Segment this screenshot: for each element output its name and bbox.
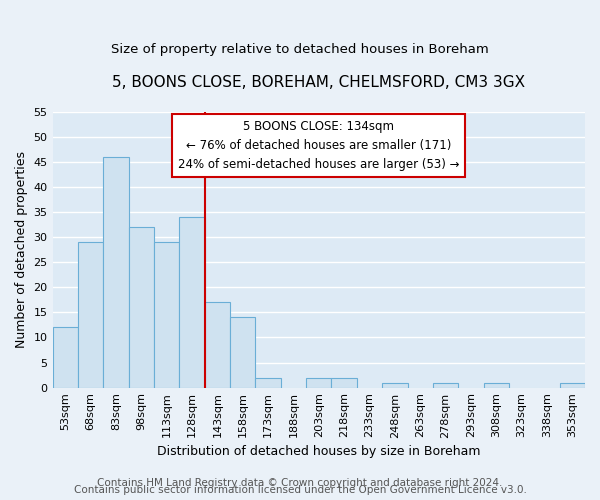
Text: 5 BOONS CLOSE: 134sqm
← 76% of detached houses are smaller (171)
24% of semi-det: 5 BOONS CLOSE: 134sqm ← 76% of detached … [178,120,460,172]
Text: Contains HM Land Registry data © Crown copyright and database right 2024.: Contains HM Land Registry data © Crown c… [97,478,503,488]
Bar [78,242,103,388]
Bar [560,382,585,388]
Bar [179,217,205,388]
Text: Size of property relative to detached houses in Boreham: Size of property relative to detached ho… [111,42,489,56]
Bar [256,378,281,388]
Title: 5, BOONS CLOSE, BOREHAM, CHELMSFORD, CM3 3GX: 5, BOONS CLOSE, BOREHAM, CHELMSFORD, CM3… [112,75,526,90]
Bar [53,328,78,388]
Bar [331,378,357,388]
Bar [484,382,509,388]
Bar [103,157,128,388]
Bar [382,382,407,388]
Bar [230,318,256,388]
Text: Contains public sector information licensed under the Open Government Licence v3: Contains public sector information licen… [74,485,526,495]
X-axis label: Distribution of detached houses by size in Boreham: Distribution of detached houses by size … [157,444,481,458]
Bar [128,227,154,388]
Bar [433,382,458,388]
Bar [205,302,230,388]
Y-axis label: Number of detached properties: Number of detached properties [15,152,28,348]
Bar [154,242,179,388]
Bar [306,378,331,388]
